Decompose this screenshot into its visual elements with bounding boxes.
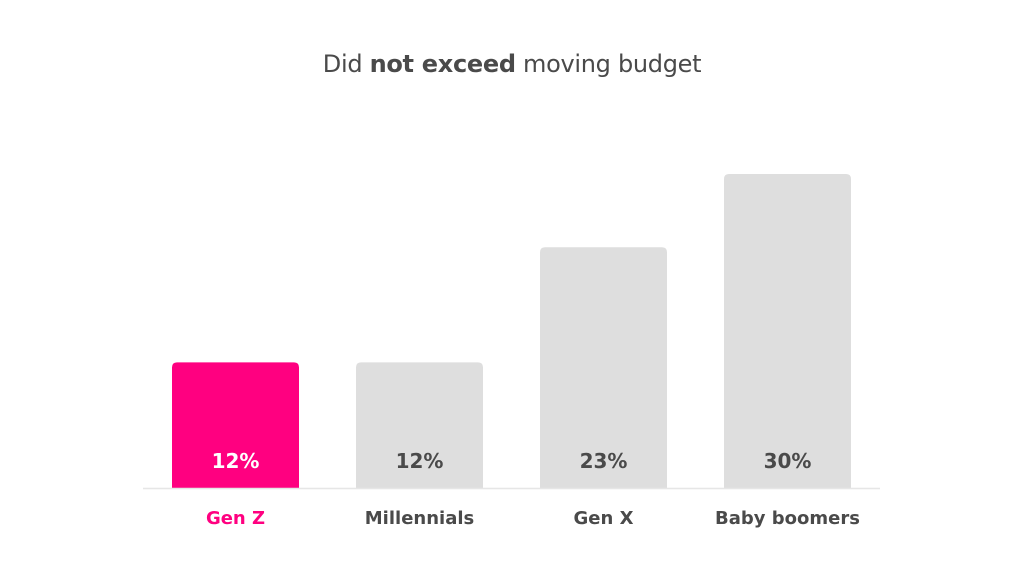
bar-gen-z: [172, 362, 299, 488]
labels-group: 12% Gen Z 12% Millennials 23% Gen X 30% Baby bo…: [206, 449, 860, 529]
bars-group: [172, 174, 851, 488]
category-label: Baby boomers: [715, 508, 860, 529]
bar-baby-boomers: [724, 174, 851, 488]
bar-millennials: [356, 362, 483, 488]
value-label: 12%: [396, 449, 444, 473]
chart-title-emphasis: not exceed: [369, 50, 516, 78]
bar-gen-x: [540, 247, 667, 488]
category-label: Gen Z: [206, 508, 265, 529]
value-label: 12%: [212, 449, 260, 473]
chart-title-part: Did: [322, 50, 370, 78]
category-label: Gen X: [574, 508, 634, 529]
chart-title-part: moving budget: [515, 50, 702, 78]
value-label: 30%: [764, 449, 812, 473]
value-label: 23%: [580, 449, 628, 473]
category-label: Millennials: [365, 508, 474, 529]
chart-title: Did not exceed moving budget: [0, 50, 1024, 78]
